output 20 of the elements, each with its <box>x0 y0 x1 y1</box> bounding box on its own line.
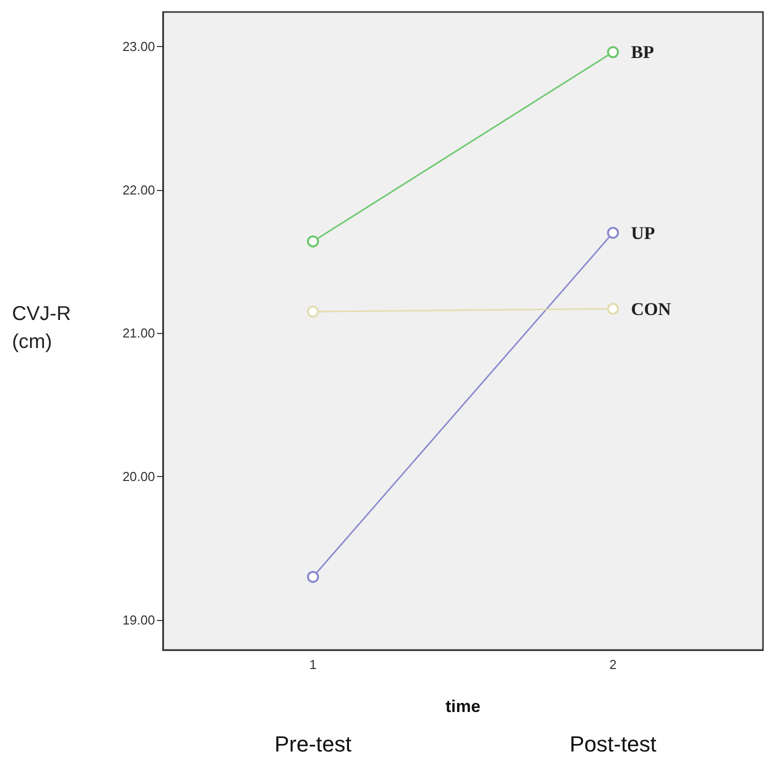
y-tick-label: 19.00 <box>122 612 155 628</box>
point <box>607 226 619 239</box>
series-label: BP <box>631 42 654 62</box>
text: Post-test <box>570 732 656 756</box>
point <box>607 46 619 58</box>
series-label: UP <box>631 222 655 243</box>
point <box>307 306 319 318</box>
y-tick-label: 22.00 <box>122 182 155 198</box>
text: Pre-test <box>274 732 352 756</box>
point <box>607 302 619 315</box>
x-tick-label: 2 <box>609 657 617 672</box>
point <box>307 235 319 248</box>
y-tick-label: 21.00 <box>122 326 155 341</box>
point <box>307 570 319 583</box>
y-axis-title: CVJ-R (cm) <box>12 303 71 353</box>
y-tick-label: 23.00 <box>122 38 155 54</box>
x-tick-label: 1 <box>309 657 317 672</box>
series-label: CON <box>631 298 671 319</box>
x-axis-title: time <box>446 697 480 716</box>
y-tick-label: 20.00 <box>122 469 155 484</box>
